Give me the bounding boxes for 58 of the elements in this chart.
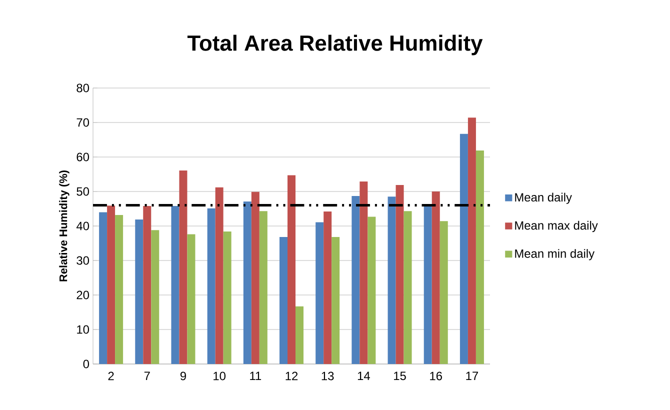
y-tick-label: 0 <box>83 360 90 368</box>
bar <box>476 150 484 364</box>
bar <box>251 192 260 364</box>
chart-title: Total Area Relative Humidity <box>187 34 483 56</box>
x-tick-label: 15 <box>394 372 406 380</box>
legend-label: Mean min daily <box>515 249 595 260</box>
y-tick-label: 30 <box>76 256 90 265</box>
x-tick-label: 13 <box>322 372 334 380</box>
bar <box>324 212 332 364</box>
bar <box>151 230 160 364</box>
x-tick-label: 16 <box>430 372 442 380</box>
y-tick-label: 50 <box>76 187 90 196</box>
bar <box>460 134 468 364</box>
bar <box>99 212 108 364</box>
y-tick-label: 20 <box>76 290 90 300</box>
x-tick-label: 11 <box>250 372 262 380</box>
bar <box>388 196 396 364</box>
x-tick-label: 10 <box>214 372 226 380</box>
bar <box>368 216 376 364</box>
x-tick-label: 2 <box>108 372 114 380</box>
bar <box>296 306 304 364</box>
bar <box>135 219 144 364</box>
bar <box>115 214 124 364</box>
x-tick-label: 14 <box>358 372 370 380</box>
bar <box>424 206 432 364</box>
bar <box>243 202 252 364</box>
bar <box>171 206 180 364</box>
y-tick-label: 60 <box>76 152 90 162</box>
bar <box>143 206 152 364</box>
y-axis-title: Relative Humidity (%) <box>59 170 70 282</box>
bar <box>288 175 296 364</box>
bar <box>215 187 224 364</box>
bar <box>396 184 404 364</box>
x-tick-label: 7 <box>144 372 150 380</box>
y-tick-label: 80 <box>76 84 90 92</box>
bar <box>207 208 216 364</box>
x-tick-label: 12 <box>286 372 298 380</box>
y-tick-label: 40 <box>76 222 90 230</box>
x-tick-label: 17 <box>466 372 478 380</box>
bar <box>432 192 440 364</box>
bar <box>179 170 188 364</box>
bar <box>468 118 476 364</box>
bar <box>223 232 232 364</box>
legend-label: Mean max daily <box>515 220 598 232</box>
y-tick-label: 10 <box>77 325 90 334</box>
bar <box>332 237 340 364</box>
bar <box>352 196 360 364</box>
bar <box>259 211 268 364</box>
bar <box>404 211 412 364</box>
bar <box>280 237 288 364</box>
bar <box>316 222 324 364</box>
x-tick-label: 9 <box>180 372 186 380</box>
legend-label: Mean daily <box>515 192 572 204</box>
bar <box>360 181 368 364</box>
y-tick-label: 70 <box>76 118 90 127</box>
bar <box>440 221 448 364</box>
bar <box>187 234 196 364</box>
bar <box>107 206 116 364</box>
